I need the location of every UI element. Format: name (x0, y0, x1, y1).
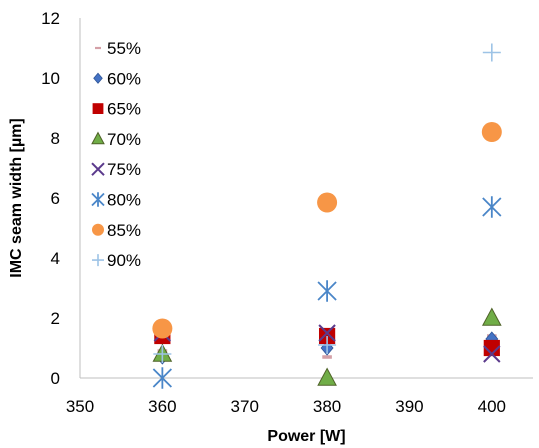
legend-marker (91, 131, 105, 145)
series-80pct (152, 196, 502, 389)
x-tick-label: 360 (148, 397, 176, 416)
legend-item: 90% (92, 251, 141, 270)
y-tick-label: 8 (51, 129, 60, 148)
legend-item: 85% (92, 221, 141, 240)
data-point (483, 339, 500, 357)
legend-item: 80% (91, 191, 141, 210)
data-point (317, 280, 337, 302)
data-point (481, 307, 502, 326)
legend-item: 55% (95, 39, 141, 58)
data-point (318, 324, 336, 342)
data-point (482, 43, 501, 62)
x-tick-label: 390 (395, 397, 423, 416)
legend-label: 90% (107, 251, 141, 270)
series-90pct (153, 43, 501, 363)
legend-item: 60% (93, 69, 141, 88)
legend-item: 65% (92, 100, 141, 119)
legend-marker (95, 46, 101, 50)
data-point (152, 318, 173, 339)
x-tick-label: 380 (313, 397, 341, 416)
legend-marker (91, 162, 105, 176)
series-85pct (152, 122, 502, 339)
y-tick-label: 4 (51, 249, 60, 268)
legend-label: 75% (107, 160, 141, 179)
data-point (322, 355, 332, 359)
y-tick-label: 12 (41, 9, 60, 28)
legend-label: 55% (107, 39, 141, 58)
legend: 55% 60% 65% 70% 75% 80% 85% 90% (91, 39, 141, 270)
legend-label: 70% (107, 130, 141, 149)
data-point (483, 345, 501, 363)
legend-label: 85% (107, 221, 141, 240)
legend-marker (91, 192, 105, 207)
x-tick-label: 370 (231, 397, 259, 416)
legend-marker (92, 254, 104, 267)
data-point (318, 336, 337, 354)
legend-label: 80% (107, 191, 141, 210)
data-point (153, 345, 172, 363)
legend-marker (93, 72, 103, 84)
legend-label: 60% (107, 69, 141, 88)
axes (79, 18, 533, 379)
legend-item: 75% (91, 160, 141, 179)
y-tick-label: 0 (51, 369, 60, 388)
data-points (152, 43, 502, 389)
data-point (482, 196, 502, 218)
x-tick-label: 350 (66, 397, 94, 416)
y-tick-label: 10 (41, 69, 60, 88)
legend-item: 70% (91, 130, 141, 149)
data-point (481, 122, 502, 142)
data-point (317, 192, 338, 213)
y-axis-label: IMC seam width [µm] (8, 118, 25, 277)
x-axis-label: Power [W] (267, 428, 345, 445)
legend-marker (92, 223, 104, 236)
y-tick-label: 6 (51, 189, 60, 208)
legend-marker (92, 103, 104, 114)
tick-labels: 350 360 370 380 390 400 0 2 4 6 8 10 12 (41, 9, 506, 416)
legend-label: 65% (107, 100, 141, 119)
data-point (152, 367, 173, 389)
x-tick-label: 400 (478, 397, 506, 416)
data-point (317, 367, 337, 386)
y-tick-label: 2 (51, 309, 60, 328)
